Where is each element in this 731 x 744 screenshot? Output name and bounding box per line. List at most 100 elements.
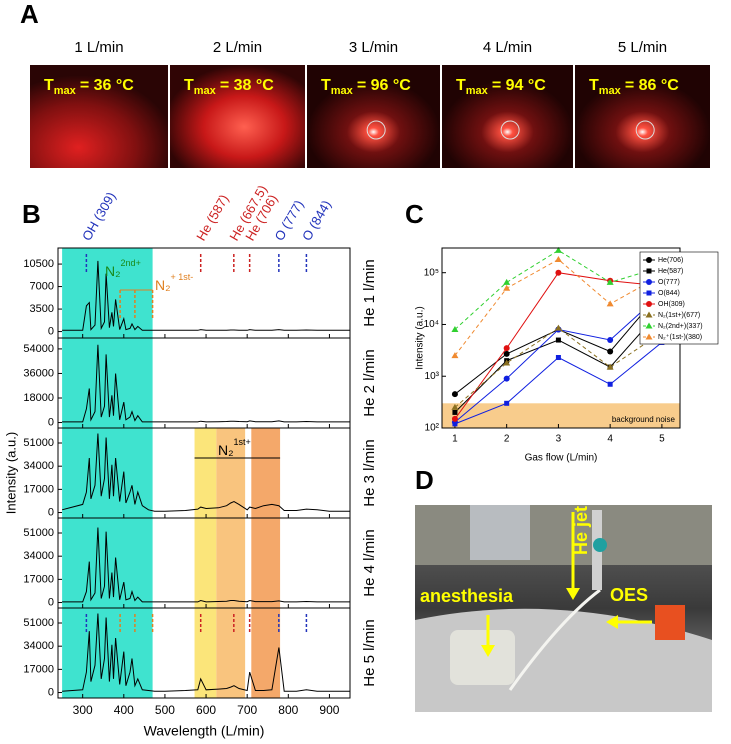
annotation-superscript: 2nd+ [121,258,141,268]
band [216,608,246,698]
marker [607,381,613,387]
spectrum [61,433,350,512]
y-tick-label: 54000 [23,343,54,355]
marker [606,300,614,307]
arrow-head [606,615,618,629]
band [62,428,153,518]
image-title: 3 L/min [349,39,398,56]
y-tick-label: 10500 [23,258,54,270]
roi-circle [635,120,655,140]
y-tick-label: 36000 [23,367,54,379]
band [251,428,281,518]
annotation-text: N₂ [155,277,171,293]
marker [452,409,458,415]
temperature-subscript: max [599,85,622,97]
fitting [593,538,607,552]
marker [554,255,562,262]
band [194,428,217,518]
image-title: 2 L/min [213,39,262,56]
thermal-image [30,65,168,168]
temperature-subscript: max [194,85,217,97]
legend-marker [646,268,652,274]
marker [451,352,459,359]
panel-letter: C [405,199,424,229]
legend-label: He(706) [658,257,683,264]
legend-label: O(844) [658,290,680,297]
photo-label: anesthesia [420,586,514,606]
marker [503,350,510,357]
x-tick-label: 700 [237,703,257,717]
annotation-superscript: 1st+ [234,437,251,447]
x-tick-label: 2 [504,434,510,445]
photo-background [415,505,712,565]
x-tick-label: 300 [73,703,93,717]
y-axis-title: Intensity (a.u.) [415,306,426,369]
plot-frame [57,607,351,699]
temperature-value: = 94 °C [492,77,546,94]
marker [451,403,459,410]
x-tick-label: 900 [319,703,339,717]
y-tick-label: 34000 [23,640,54,652]
x-tick-label: 400 [114,703,134,717]
y-tick-label: 18000 [23,392,54,404]
y-tick-label: 10⁵ [424,267,439,278]
legend-marker [646,290,652,296]
temperature-subscript: max [331,85,354,97]
reference-label: OH (309) [79,189,119,243]
panel-letter: D [415,465,434,495]
y-tick-label: 0 [48,506,54,518]
temperature-value: = 38 °C [220,77,274,94]
marker [451,415,458,422]
equipment [470,505,530,560]
y-tick-label: 0 [48,416,54,428]
series-line [454,258,663,356]
image-title: 5 L/min [618,39,667,56]
photo-label: He jet [571,506,591,555]
band [194,608,217,698]
marker [503,345,510,352]
image-title: 1 L/min [74,39,123,56]
noise-band [442,403,680,428]
legend-box [639,251,719,345]
legend-label: N₂(2nd+)(337) [658,323,703,330]
series-line [454,272,662,420]
thermal-image [170,65,305,168]
series-line [454,327,663,408]
marker [503,284,511,291]
spectrum [62,260,350,331]
series-label: He 3 l/min [361,439,378,507]
panel-c: background noise 10² 10³ 10⁴ 10⁵ 1 2 3 4 5 Gas flo… [415,246,719,464]
legend-marker [646,279,652,285]
x-axis-title: Wavelength (L/min) [144,723,265,739]
anesthesia-box [450,630,515,685]
y-tick-label: 34000 [23,550,54,562]
spectrum [62,344,350,423]
band [216,518,246,608]
thermal-image [442,65,573,168]
x-tick-label: 600 [196,703,216,717]
y-tick-label: 51000 [23,527,54,539]
x-tick-label: 3 [556,434,562,445]
y-tick-label: 3500 [30,303,54,315]
marker [607,348,614,355]
legend-marker [645,311,653,318]
y-tick-label: 0 [48,325,54,337]
y-tick-label: 7000 [30,280,54,292]
x-tick-label: 4 [607,434,613,445]
series-line [454,249,663,330]
annotation-superscript: + 1st- [171,272,194,282]
x-tick-label: 500 [155,703,175,717]
y-tick-label: 17000 [23,483,54,495]
oes-probe [655,605,685,640]
x-tick-label: 800 [278,703,298,717]
roi-circle [366,120,386,140]
arrow-head [481,645,495,657]
x-axis-title: Gas flow (L/min) [525,453,598,464]
temperature-value: = 96 °C [357,77,411,94]
marker [503,375,510,382]
temperature: Tmax = 38 °C [184,77,274,97]
y-tick-label: 17000 [23,663,54,675]
temperature-symbol: T [456,77,466,94]
marker [554,324,562,331]
